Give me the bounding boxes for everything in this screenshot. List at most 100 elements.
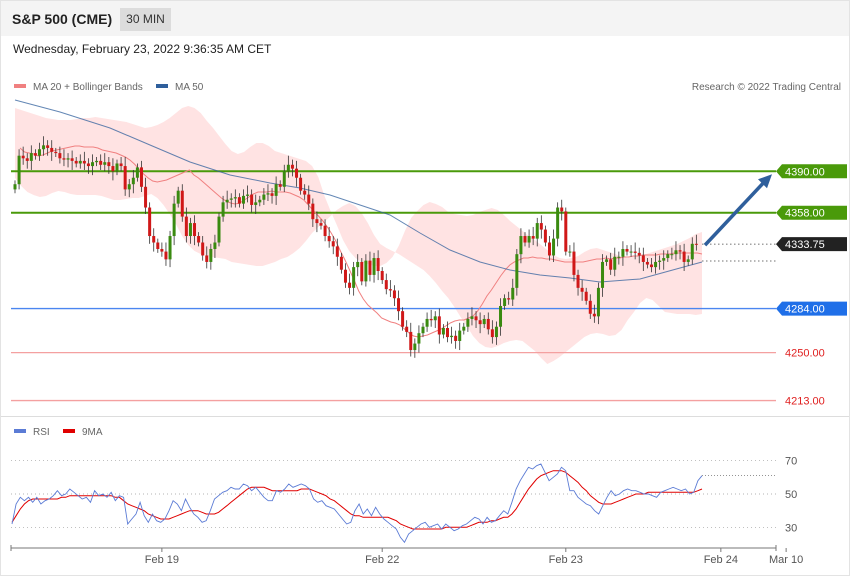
candle-body xyxy=(103,162,107,165)
candle-body xyxy=(62,158,66,160)
candle-body xyxy=(405,326,409,332)
candle-body xyxy=(225,199,229,203)
x-tick-label: Feb 22 xyxy=(365,554,399,566)
candle-body xyxy=(372,258,376,275)
rsi-tick-label: 30 xyxy=(785,522,797,534)
candle-body xyxy=(217,216,221,243)
candle-body xyxy=(29,153,33,161)
candle-body xyxy=(160,248,164,252)
candle-body xyxy=(323,225,327,237)
candle-body xyxy=(343,269,347,283)
candle-body xyxy=(507,298,511,300)
forecast-arrowhead xyxy=(758,174,772,189)
candle-body xyxy=(111,166,115,172)
candle-body xyxy=(299,177,303,191)
rsi-swatch xyxy=(14,429,26,433)
candle-body xyxy=(286,164,290,172)
candle-body xyxy=(596,287,600,317)
candle-body xyxy=(535,223,539,239)
candle-body xyxy=(250,194,254,205)
candle-body xyxy=(584,291,588,301)
candle-body xyxy=(368,260,372,275)
candle-body xyxy=(319,223,323,226)
candle-body xyxy=(135,167,139,178)
candle-body xyxy=(241,195,245,204)
instrument-title: S&P 500 (CME) xyxy=(12,11,113,27)
candle-body xyxy=(164,251,168,260)
current-price-tag xyxy=(776,237,847,252)
level-tag xyxy=(776,164,847,179)
candle-body xyxy=(17,155,21,185)
candle-body xyxy=(58,153,62,159)
candle-body xyxy=(470,316,474,319)
candle-body xyxy=(266,193,270,195)
candle-body xyxy=(254,202,258,205)
level-tag xyxy=(776,205,847,220)
moving-averages xyxy=(14,99,703,338)
candle-body xyxy=(91,162,95,167)
x-tick-label: Feb 19 xyxy=(145,554,179,566)
candle-body xyxy=(613,256,617,270)
candle-body xyxy=(384,280,388,290)
candle-body xyxy=(641,255,645,262)
candle-body xyxy=(95,160,99,163)
ma50-line xyxy=(14,99,703,283)
candle-body xyxy=(70,158,74,161)
ma20-line xyxy=(19,145,703,338)
candle-body xyxy=(450,335,454,338)
candle-body xyxy=(690,243,694,260)
candle-body xyxy=(560,207,564,212)
ma20-swatch xyxy=(14,84,26,88)
candle-body xyxy=(401,311,405,327)
candle-body xyxy=(478,320,482,325)
candle-body xyxy=(397,298,401,312)
candle-body xyxy=(547,242,551,256)
candle-body xyxy=(82,160,86,164)
level-label: 4213.00 xyxy=(785,396,825,408)
candle-body xyxy=(466,318,470,327)
rsi-tick-label: 50 xyxy=(785,489,797,501)
candle-body xyxy=(233,197,237,199)
candle-body xyxy=(193,223,197,237)
candle-body xyxy=(429,318,433,321)
candle-body xyxy=(180,190,184,217)
candle-body xyxy=(649,264,653,268)
candle-body xyxy=(246,194,250,196)
candle-body xyxy=(33,153,37,156)
candle-body xyxy=(356,261,360,268)
candle-body xyxy=(213,242,217,249)
candle-body xyxy=(50,147,54,152)
x-tick-label: Feb 24 xyxy=(704,554,738,566)
candle-body xyxy=(115,163,119,172)
candle-body xyxy=(131,177,135,185)
candle-body xyxy=(303,190,307,195)
candle-body xyxy=(682,251,686,262)
candle-body xyxy=(274,184,278,196)
candle-body xyxy=(511,287,515,300)
candle-body xyxy=(148,207,152,237)
candle-body xyxy=(339,256,343,270)
candle-body xyxy=(331,241,335,247)
candle-body xyxy=(494,326,498,338)
candle-body xyxy=(327,236,331,242)
candle-body xyxy=(515,254,519,288)
candle-body xyxy=(184,216,188,237)
candle-body xyxy=(609,259,613,270)
x-tick-label: Mar 10 xyxy=(769,554,803,566)
rsi-tick-label: 70 xyxy=(785,456,797,468)
candle-body xyxy=(78,160,82,164)
candle-body xyxy=(311,203,315,220)
ma50-swatch xyxy=(156,84,168,88)
candle-body xyxy=(588,300,592,314)
timestamp: Wednesday, February 23, 2022 9:36:35 AM … xyxy=(13,42,272,56)
level-tag xyxy=(776,301,847,316)
candle-body xyxy=(552,238,556,256)
candle-body xyxy=(621,248,625,257)
candle-body xyxy=(205,255,209,262)
candle-body xyxy=(176,190,180,204)
candle-body xyxy=(417,333,421,344)
candle-body xyxy=(462,326,466,331)
timeframe-badge[interactable]: 30 MIN xyxy=(120,8,171,31)
candle-body xyxy=(474,316,478,321)
candle-body xyxy=(617,256,621,258)
